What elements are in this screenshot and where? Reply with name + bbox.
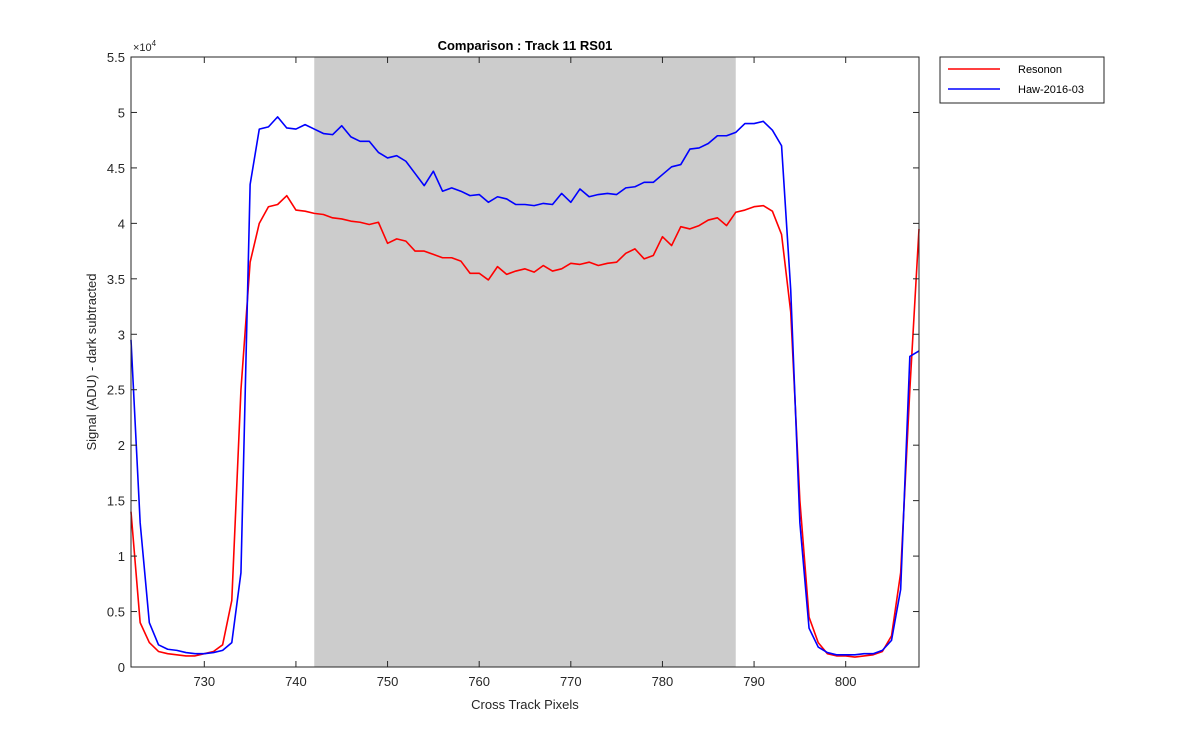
y-tick-label: 1.5: [107, 494, 125, 509]
x-tick-label: 770: [560, 674, 582, 689]
y-tick-label: 0: [118, 660, 125, 675]
y-exponent-label: ×104: [133, 39, 157, 54]
y-tick-label: 4.5: [107, 161, 125, 176]
x-tick-label: 760: [468, 674, 490, 689]
y-tick-label: 5.5: [107, 50, 125, 65]
y-tick-label: 3.5: [107, 272, 125, 287]
y-axis-label: Signal (ADU) - dark subtracted: [84, 273, 99, 450]
y-tick-label: 0.5: [107, 605, 125, 620]
series-line-haw-2016-03: [130, 116, 920, 656]
x-tick-label: 780: [652, 674, 674, 689]
legend-label-resonon: Resonon: [1018, 64, 1062, 76]
shaded-region: [314, 57, 736, 667]
legend-box: [939, 56, 1105, 104]
series-line-resonon: [130, 194, 920, 658]
series-layer: [130, 116, 920, 658]
x-tick-label: 740: [285, 674, 307, 689]
legend: Resonon Haw-2016-03: [939, 56, 1105, 104]
y-tick-label: 2.5: [107, 383, 125, 398]
x-tick-label: 790: [743, 674, 765, 689]
chart-title: Comparison : Track 11 RS01: [438, 38, 613, 53]
axes-box: [130, 56, 920, 668]
y-tick-label: 1: [118, 549, 125, 564]
x-tick-label: 750: [377, 674, 399, 689]
x-tick-label: 800: [835, 674, 857, 689]
y-axis-ticks: 0 0.5 1 1.5 2 2.5 3 3.5 4 4.5 5 5.5: [107, 50, 919, 675]
x-axis-label: Cross Track Pixels: [471, 697, 579, 712]
legend-label-haw: Haw-2016-03: [1018, 84, 1084, 96]
y-tick-label: 3: [118, 327, 125, 342]
y-tick-label: 4: [118, 216, 125, 231]
y-exponent-power: 4: [152, 39, 157, 48]
y-tick-label: 5: [118, 105, 125, 120]
x-axis-ticks: 730 740 750 760 770 780 790 800: [193, 57, 857, 689]
x-tick-label: 730: [193, 674, 215, 689]
y-exponent-base: ×10: [133, 42, 152, 54]
y-tick-label: 2: [118, 438, 125, 453]
